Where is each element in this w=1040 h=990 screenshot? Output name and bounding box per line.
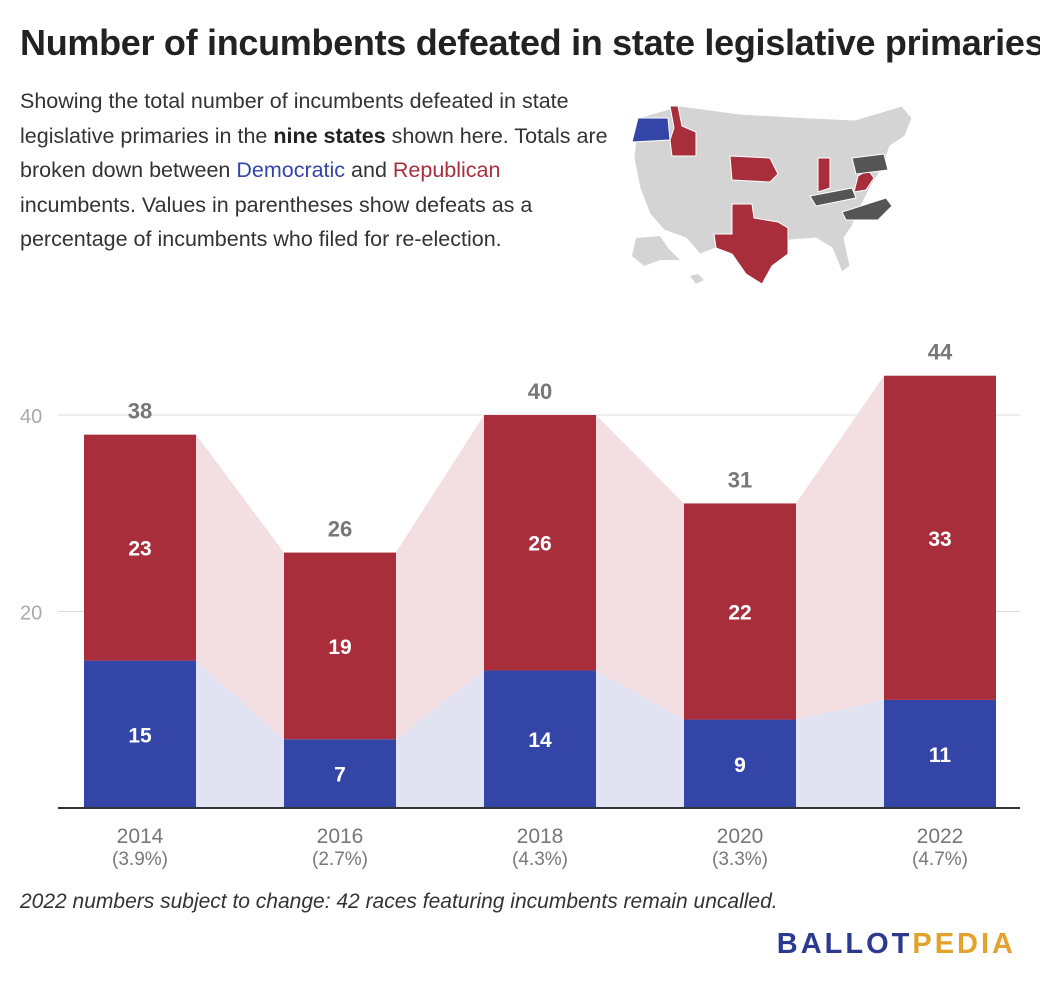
x-tick-sublabel: (2.7%) (312, 849, 368, 870)
description-bold: nine states (273, 123, 386, 148)
bar-republican (284, 552, 396, 740)
bar-republican (684, 503, 796, 720)
bar-republican (484, 415, 596, 671)
nebraska-shape (729, 155, 779, 183)
description-text-1: Showing the total number of incumbents d… (20, 89, 569, 148)
bar-label-republican: 33 (928, 528, 951, 551)
logo-part-1: BALLOT (776, 928, 913, 960)
bar-label-democratic: 14 (528, 729, 552, 752)
bar-label-democratic: 11 (929, 744, 952, 767)
chart-title: Number of incumbents defeated in state l… (20, 22, 1040, 63)
republican-band (196, 434, 284, 740)
x-tick-label: 2014 (117, 825, 164, 848)
x-tick-sublabel: (4.7%) (912, 849, 968, 870)
bar-democratic (684, 719, 796, 808)
bar-label-republican: 23 (128, 538, 151, 561)
bar-label-republican: 19 (328, 636, 351, 659)
logo-part-2: PEDIA (912, 928, 1016, 960)
x-tick-label: 2016 (317, 825, 364, 848)
us-map-icon (631, 105, 913, 285)
bar-democratic (84, 660, 196, 808)
stacked-bar-chart: 20 40 15 23 38 2014(3.9%) 7 19 26 2016(2.7%) 14 26 4… (20, 340, 1020, 870)
chart-description: Showing the total number of incumbents d… (20, 84, 620, 257)
bar-label-democratic: 9 (734, 754, 746, 777)
description-text-3: and (345, 158, 393, 182)
bar-democratic (284, 739, 396, 808)
bar-label-democratic: 7 (334, 764, 346, 787)
republican-band (396, 415, 484, 740)
kentucky-shape (809, 187, 857, 207)
bar-label-democratic: 15 (128, 724, 152, 747)
description-text-2: shown here. Totals are broken down betwe… (20, 123, 608, 183)
alaska-shape (632, 236, 680, 266)
y-tick-label: 40 (20, 406, 42, 428)
republican-band (596, 415, 684, 720)
republican-band (796, 375, 884, 720)
us-mainland (633, 105, 913, 285)
x-tick-label: 2020 (717, 825, 764, 848)
democratic-label: Democratic (236, 158, 346, 182)
x-tick-label: 2022 (917, 825, 964, 848)
hawaii-shape (690, 274, 704, 284)
idaho-shape (669, 105, 697, 157)
democratic-band (196, 660, 284, 808)
x-tick-sublabel: (4.3%) (512, 849, 568, 870)
bar-democratic (884, 699, 996, 808)
bar-total-label: 44 (928, 340, 953, 365)
x-tick-sublabel: (3.3%) (712, 849, 768, 870)
bar-label-republican: 22 (728, 602, 751, 625)
republican-label: Republican (392, 158, 501, 182)
footnote: 2022 numbers subject to change: 42 races… (20, 890, 778, 913)
x-tick-sublabel: (3.9%) (112, 849, 168, 870)
y-tick-label: 20 (20, 603, 42, 625)
indiana-shape (817, 157, 831, 193)
democratic-band (796, 699, 884, 808)
x-tick-label: 2018 (517, 825, 564, 848)
bar-democratic (484, 670, 596, 808)
bar-total-label: 38 (128, 399, 152, 424)
democratic-band (596, 670, 684, 808)
pennsylvania-shape (851, 153, 889, 175)
bar-label-republican: 26 (528, 533, 551, 556)
oregon-shape (631, 117, 671, 143)
bar-total-label: 26 (328, 517, 352, 542)
bar-republican (884, 375, 996, 700)
bar-total-label: 31 (728, 467, 752, 492)
north-carolina-shape (841, 197, 893, 221)
texas-shape (713, 203, 789, 285)
democratic-band (396, 670, 484, 808)
description-text-4: incumbents. Values in parentheses show d… (20, 192, 533, 252)
bar-republican (84, 434, 196, 661)
bar-total-label: 40 (528, 379, 552, 404)
ballotpedia-logo: BALLOTPEDIA (777, 928, 1016, 961)
